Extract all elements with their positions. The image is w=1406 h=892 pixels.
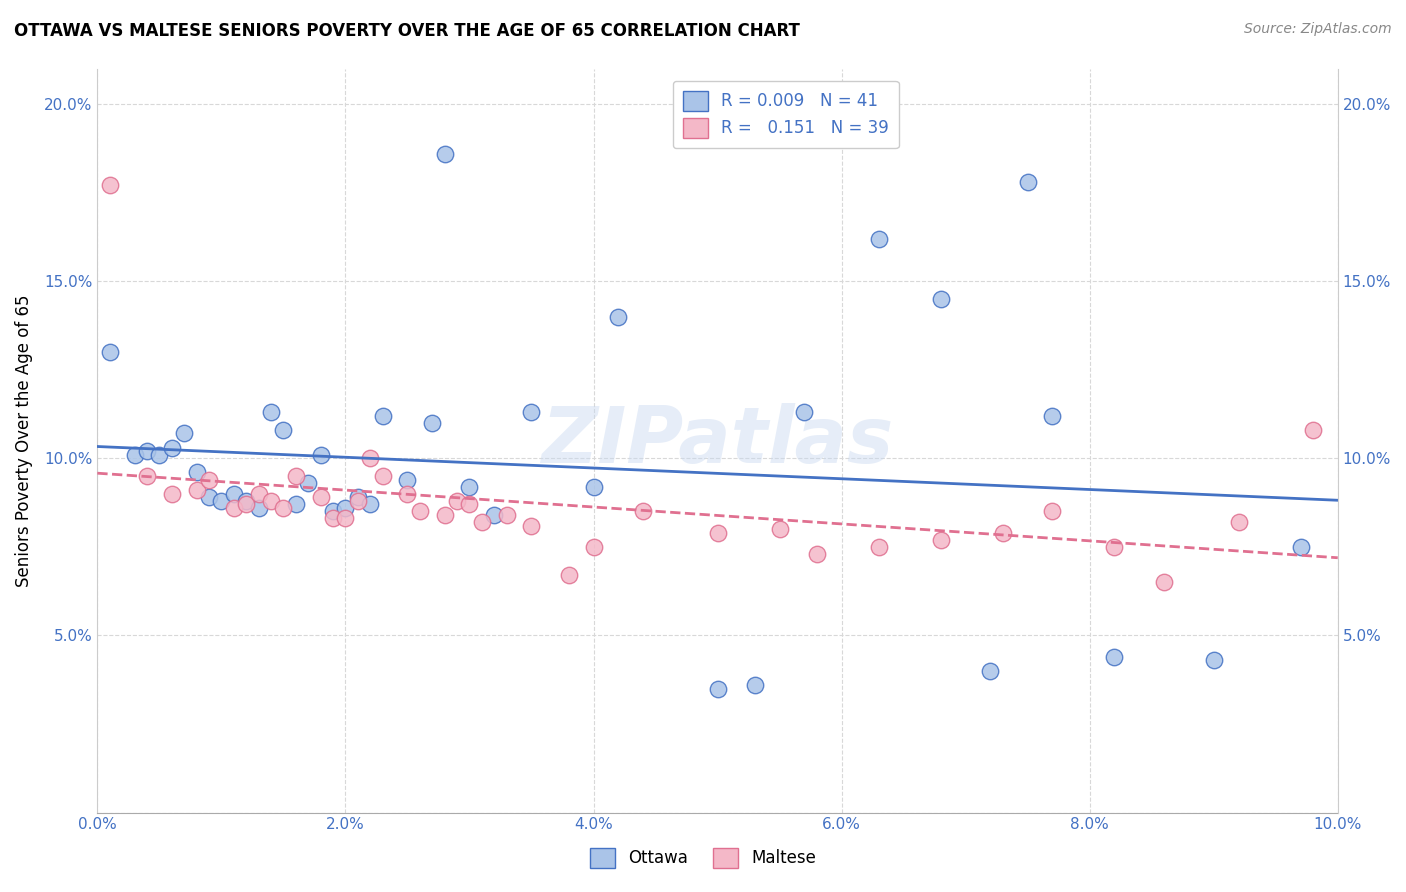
- Point: [273, 423, 295, 437]
- Point: [631, 504, 654, 518]
- Point: [396, 473, 419, 487]
- Point: [186, 483, 208, 497]
- Point: [222, 486, 245, 500]
- Point: [1017, 175, 1039, 189]
- Point: [1104, 540, 1126, 554]
- Point: [173, 426, 195, 441]
- Point: [420, 416, 443, 430]
- Point: [979, 664, 1001, 678]
- Point: [273, 500, 295, 515]
- Point: [359, 497, 381, 511]
- Point: [409, 504, 432, 518]
- Point: [793, 405, 815, 419]
- Point: [396, 486, 419, 500]
- Point: [284, 497, 307, 511]
- Point: [929, 292, 952, 306]
- Point: [706, 681, 728, 696]
- Point: [495, 508, 517, 522]
- Legend: Ottawa, Maltese: Ottawa, Maltese: [583, 841, 823, 875]
- Point: [929, 533, 952, 547]
- Point: [1042, 504, 1064, 518]
- Point: [222, 500, 245, 515]
- Y-axis label: Seniors Poverty Over the Age of 65: Seniors Poverty Over the Age of 65: [15, 294, 32, 587]
- Point: [484, 508, 506, 522]
- Point: [335, 511, 357, 525]
- Point: [160, 441, 183, 455]
- Point: [607, 310, 630, 324]
- Point: [136, 444, 159, 458]
- Point: [458, 497, 481, 511]
- Point: [520, 518, 543, 533]
- Point: [1227, 515, 1250, 529]
- Text: OTTAWA VS MALTESE SENIORS POVERTY OVER THE AGE OF 65 CORRELATION CHART: OTTAWA VS MALTESE SENIORS POVERTY OVER T…: [14, 22, 800, 40]
- Point: [1042, 409, 1064, 423]
- Point: [582, 480, 605, 494]
- Point: [706, 525, 728, 540]
- Legend: R = 0.009   N = 41, R =   0.151   N = 39: R = 0.009 N = 41, R = 0.151 N = 39: [672, 80, 898, 148]
- Point: [446, 493, 468, 508]
- Point: [98, 178, 121, 193]
- Point: [160, 486, 183, 500]
- Point: [297, 476, 319, 491]
- Point: [359, 451, 381, 466]
- Point: [868, 540, 890, 554]
- Point: [433, 508, 456, 522]
- Point: [458, 480, 481, 494]
- Point: [309, 448, 332, 462]
- Point: [557, 568, 579, 582]
- Point: [991, 525, 1014, 540]
- Point: [1104, 649, 1126, 664]
- Point: [471, 515, 494, 529]
- Point: [322, 511, 344, 525]
- Point: [209, 493, 232, 508]
- Point: [371, 469, 394, 483]
- Point: [98, 345, 121, 359]
- Point: [806, 547, 828, 561]
- Point: [347, 490, 370, 504]
- Point: [260, 405, 283, 419]
- Point: [347, 493, 370, 508]
- Point: [768, 522, 790, 536]
- Point: [247, 486, 270, 500]
- Point: [868, 231, 890, 245]
- Point: [136, 469, 159, 483]
- Text: ZIPatlas: ZIPatlas: [541, 402, 894, 478]
- Point: [198, 490, 221, 504]
- Text: Source: ZipAtlas.com: Source: ZipAtlas.com: [1244, 22, 1392, 37]
- Point: [371, 409, 394, 423]
- Point: [309, 490, 332, 504]
- Point: [322, 504, 344, 518]
- Point: [1202, 653, 1225, 667]
- Point: [1153, 575, 1175, 590]
- Point: [235, 497, 257, 511]
- Point: [235, 493, 257, 508]
- Point: [284, 469, 307, 483]
- Point: [260, 493, 283, 508]
- Point: [1289, 540, 1312, 554]
- Point: [582, 540, 605, 554]
- Point: [247, 500, 270, 515]
- Point: [1302, 423, 1324, 437]
- Point: [744, 678, 766, 692]
- Point: [520, 405, 543, 419]
- Point: [186, 466, 208, 480]
- Point: [433, 146, 456, 161]
- Point: [335, 500, 357, 515]
- Point: [148, 448, 170, 462]
- Point: [124, 448, 146, 462]
- Point: [198, 473, 221, 487]
